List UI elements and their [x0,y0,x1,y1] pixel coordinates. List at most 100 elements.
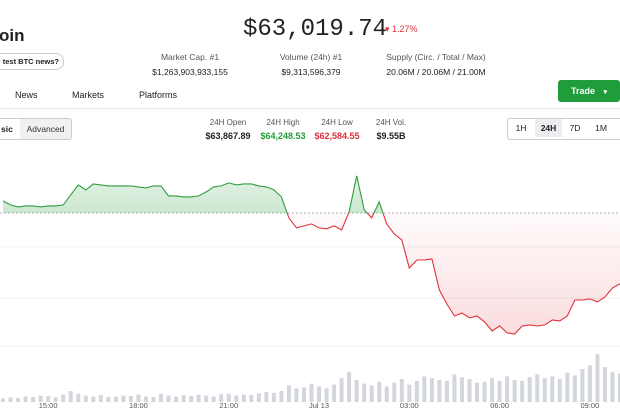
volume-bar [429,378,434,402]
volume-bar [46,396,51,402]
volume-bar [618,373,620,402]
volume-bar [482,381,487,402]
volume-bar [422,376,427,402]
mode-toggle: sic Advanced [0,118,72,140]
volume-bar [151,396,156,402]
volume-bar [196,394,201,402]
volume-bar [121,395,126,402]
volume-bar [31,396,36,402]
volume-bar [347,371,352,402]
volume-bar [512,380,517,402]
summary-label: 24H Low [321,118,353,127]
volume-bar [38,395,43,402]
volume-bar [234,395,239,402]
volume-bar [467,379,472,402]
volume-bar [324,388,329,402]
volume-bar [332,384,337,402]
chart: 15:00 18:00 21:00 Jul 13 03:00 06:00 09:00 [0,175,620,410]
summary: 24H Low $62,584.55 [307,118,367,141]
volume-bar [294,388,299,402]
stat-label: Volume (24h) #1 [279,52,343,62]
stat-value: $1,263,903,933,155 [152,67,228,77]
volume-bar [301,387,306,402]
volume-bar [520,380,525,402]
volume-bar [399,379,404,402]
volume-bar [271,392,276,402]
volume-bar [459,377,464,402]
volume-bar [143,396,148,402]
volume-bar [264,391,269,402]
volume-bar [204,395,209,402]
volume-bar [475,382,480,402]
volume-bar [181,395,186,402]
volume-bar [377,381,382,402]
summary-value: $64,248.53 [260,131,306,141]
volume-bar [505,376,510,402]
mode[interactable]: sic [1,124,13,134]
summary: 24H Vol. $9.55B [361,118,421,141]
volume-bar [339,378,344,402]
volume-bar [572,375,577,402]
tab[interactable]: Markets [72,90,105,100]
volume-bar [83,395,88,402]
volume-bar [68,391,73,402]
mode[interactable]: Advanced [20,119,71,139]
change-value: 1.27% [392,24,418,34]
volume-bar [76,393,81,402]
summary-value: $9.55B [376,131,406,141]
volume-bar [362,383,367,402]
divider [0,108,620,109]
volume-bar [98,395,103,402]
volume-bar [407,384,412,402]
volume-bar [128,396,133,402]
volume-bar [279,391,284,402]
x-tick-label: 03:00 [400,401,419,410]
volume-bar [159,393,164,402]
volume-bar [414,380,419,402]
volume-bar [91,396,96,402]
summary-value: $63,867.89 [205,131,251,141]
volume-bar [113,396,118,402]
volume-bar [542,378,547,402]
volume-bar [286,385,291,402]
x-tick-label: 06:00 [490,401,509,410]
volume-bar [535,374,540,402]
volume-bar [565,372,570,402]
news-pill[interactable]: test BTC news? [0,53,64,70]
tab[interactable]: Platforms [139,90,178,100]
timeframe[interactable]: 7D [569,123,581,133]
timeframe[interactable]: 1M [595,123,607,133]
trade-button[interactable]: Trade ▾ [558,80,620,102]
volume-bar [23,396,28,402]
x-tick-label: Jul 13 [309,401,329,410]
stat: Supply (Circ. / Total / Max) 20.06M / 20.… [366,52,506,77]
x-tick-label: 18:00 [129,401,148,410]
x-tick-label: 15:00 [39,401,58,410]
volume-bar [53,397,58,402]
x-tick-label: 21:00 [219,401,238,410]
volume-bar [256,393,261,402]
volume-bar [166,395,171,402]
timeframe[interactable]: 1H [515,123,527,133]
volume-bar [16,397,21,402]
volume-bar [189,396,194,402]
volume-bar [437,380,442,402]
volume-bar [317,386,322,402]
volume-bar [557,379,562,402]
summary: 24H Open $63,867.89 [198,118,258,141]
stat-value: 20.06M / 20.06M / 21.00M [386,67,486,77]
summary-label: 24H Open [209,118,247,127]
x-tick-label: 09:00 [581,401,600,410]
stat-label: Supply (Circ. / Total / Max) [386,52,486,62]
tab[interactable]: News [15,90,38,100]
volume-bar [174,396,179,402]
volume-bar [241,394,246,402]
stat: Volume (24h) #1 $9,313,596,379 [246,52,376,77]
volume-bar [136,394,141,402]
volume-bar [550,376,555,402]
stat: Market Cap. #1 $1,263,903,933,155 [125,52,255,77]
summary-label: 24H Vol. [375,118,407,127]
volume-bar [219,394,224,402]
timeframe[interactable]: 24H [535,119,562,137]
volume-bar [249,395,254,402]
